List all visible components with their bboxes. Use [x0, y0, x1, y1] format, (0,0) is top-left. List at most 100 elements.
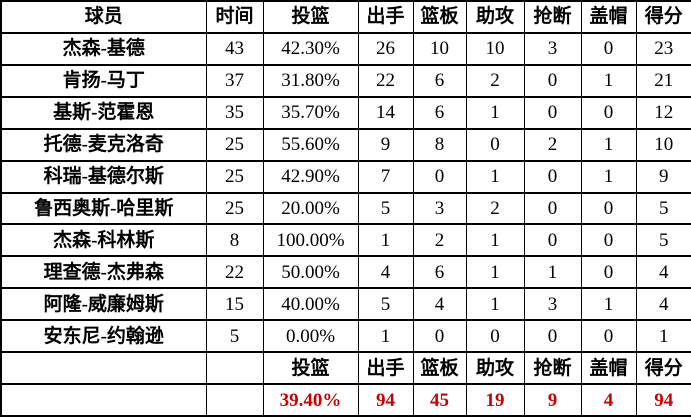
empty-cell [205, 351, 264, 386]
stat-blocks: 1 [580, 287, 637, 322]
stat-steals: 0 [523, 319, 582, 354]
stat-assists: 1 [465, 159, 525, 194]
player-row: 杰森-科林斯 8 100.00% 1 2 1 0 0 5 [0, 223, 691, 258]
player-name: 理查德-杰弗森 [0, 255, 207, 290]
stat-rebounds: 0 [412, 159, 467, 194]
total-points: 94 [635, 383, 691, 417]
stat-points: 4 [635, 287, 691, 322]
player-row: 科瑞-基德尔斯 25 42.90% 7 0 1 0 1 9 [0, 159, 691, 194]
stat-assists: 2 [465, 191, 525, 226]
stat-assists: 10 [465, 31, 525, 66]
player-row: 托德-麦克洛奇 25 55.60% 9 8 0 2 1 10 [0, 127, 691, 162]
stat-rebounds: 4 [412, 287, 467, 322]
stat-assists: 1 [465, 223, 525, 258]
footer-header-attempts: 出手 [357, 351, 414, 386]
player-row: 鲁西奥斯-哈里斯 25 20.00% 5 3 2 0 0 5 [0, 191, 691, 226]
stat-rebounds: 10 [412, 31, 467, 66]
stat-fg-pct: 40.00% [262, 287, 359, 322]
player-name: 科瑞-基德尔斯 [0, 159, 207, 194]
total-assists: 19 [465, 383, 525, 417]
stat-steals: 2 [523, 127, 582, 162]
player-name: 安东尼-约翰逊 [0, 319, 207, 354]
stat-attempts: 1 [357, 319, 414, 354]
stat-minutes: 25 [205, 127, 264, 162]
player-row: 阿隆-威廉姆斯 15 40.00% 5 4 1 3 1 4 [0, 287, 691, 322]
total-steals: 9 [523, 383, 582, 417]
stat-attempts: 5 [357, 191, 414, 226]
stat-rebounds: 6 [412, 63, 467, 98]
stat-rebounds: 6 [412, 95, 467, 130]
stat-minutes: 8 [205, 223, 264, 258]
stat-blocks: 1 [580, 127, 637, 162]
stat-steals: 0 [523, 95, 582, 130]
stat-steals: 0 [523, 63, 582, 98]
stat-fg-pct: 42.90% [262, 159, 359, 194]
total-attempts: 94 [357, 383, 414, 417]
stat-points: 4 [635, 255, 691, 290]
footer-header-row: 投篮 出手 篮板 助攻 抢断 盖帽 得分 [0, 351, 691, 386]
column-header-player: 球员 [0, 0, 207, 34]
empty-cell [0, 351, 207, 386]
stat-assists: 1 [465, 255, 525, 290]
stat-fg-pct: 31.80% [262, 63, 359, 98]
player-row: 理查德-杰弗森 22 50.00% 4 6 1 1 0 4 [0, 255, 691, 290]
stat-rebounds: 3 [412, 191, 467, 226]
player-name: 杰森-基德 [0, 31, 207, 66]
stat-points: 5 [635, 191, 691, 226]
stat-attempts: 14 [357, 95, 414, 130]
stat-assists: 1 [465, 287, 525, 322]
column-header-minutes: 时间 [205, 0, 264, 34]
player-name: 肯扬-马丁 [0, 63, 207, 98]
footer-header-points: 得分 [635, 351, 691, 386]
stat-rebounds: 0 [412, 319, 467, 354]
player-name: 阿隆-威廉姆斯 [0, 287, 207, 322]
header-row: 球员 时间 投篮 出手 篮板 助攻 抢断 盖帽 得分 [0, 0, 691, 34]
total-fg-pct: 39.40% [262, 383, 359, 417]
stat-steals: 3 [523, 31, 582, 66]
stat-points: 12 [635, 95, 691, 130]
stat-attempts: 1 [357, 223, 414, 258]
stat-minutes: 5 [205, 319, 264, 354]
stat-points: 10 [635, 127, 691, 162]
stat-fg-pct: 100.00% [262, 223, 359, 258]
stat-fg-pct: 0.00% [262, 319, 359, 354]
player-row: 安东尼-约翰逊 5 0.00% 1 0 0 0 0 1 [0, 319, 691, 354]
column-header-assists: 助攻 [465, 0, 525, 34]
player-name: 杰森-科林斯 [0, 223, 207, 258]
player-name: 托德-麦克洛奇 [0, 127, 207, 162]
stat-blocks: 0 [580, 31, 637, 66]
stat-blocks: 0 [580, 223, 637, 258]
stat-points: 9 [635, 159, 691, 194]
stat-blocks: 0 [580, 191, 637, 226]
stat-assists: 0 [465, 319, 525, 354]
total-rebounds: 45 [412, 383, 467, 417]
column-header-rebounds: 篮板 [412, 0, 467, 34]
stat-steals: 0 [523, 191, 582, 226]
player-row: 肯扬-马丁 37 31.80% 22 6 2 0 1 21 [0, 63, 691, 98]
total-blocks: 4 [580, 383, 637, 417]
stat-attempts: 4 [357, 255, 414, 290]
stat-attempts: 5 [357, 287, 414, 322]
footer-header-rebounds: 篮板 [412, 351, 467, 386]
player-row: 杰森-基德 43 42.30% 26 10 10 3 0 23 [0, 31, 691, 66]
stat-minutes: 37 [205, 63, 264, 98]
stat-points: 23 [635, 31, 691, 66]
stat-assists: 2 [465, 63, 525, 98]
stat-minutes: 35 [205, 95, 264, 130]
stat-minutes: 22 [205, 255, 264, 290]
stat-blocks: 1 [580, 63, 637, 98]
stat-steals: 1 [523, 255, 582, 290]
stat-steals: 0 [523, 159, 582, 194]
footer-header-assists: 助攻 [465, 351, 525, 386]
footer-header-blocks: 盖帽 [580, 351, 637, 386]
stat-attempts: 22 [357, 63, 414, 98]
stat-blocks: 1 [580, 159, 637, 194]
column-header-blocks: 盖帽 [580, 0, 637, 34]
stat-steals: 0 [523, 223, 582, 258]
stat-blocks: 0 [580, 319, 637, 354]
stat-attempts: 26 [357, 31, 414, 66]
stat-fg-pct: 55.60% [262, 127, 359, 162]
stat-rebounds: 2 [412, 223, 467, 258]
stat-points: 1 [635, 319, 691, 354]
